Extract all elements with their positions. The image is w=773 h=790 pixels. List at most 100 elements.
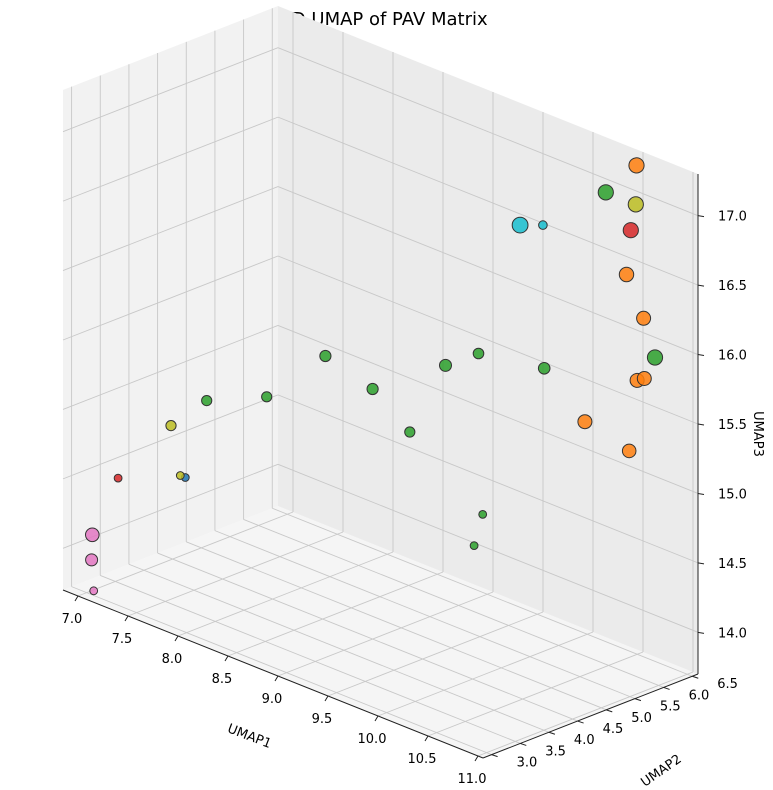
z-tick-mark <box>697 215 705 218</box>
data-point <box>628 157 645 174</box>
data-point <box>618 266 635 283</box>
x-gridline <box>327 611 544 697</box>
x-tick-mark <box>424 735 429 742</box>
data-point <box>366 382 379 396</box>
data-point <box>85 553 99 567</box>
x-tick-label: 8.0 <box>162 652 183 667</box>
y-tick-mark <box>692 675 699 679</box>
y-tick-label: 3.5 <box>545 744 566 759</box>
x-tick-mark <box>74 595 79 602</box>
y-gridline <box>157 552 578 722</box>
x-tick-label: 7.0 <box>62 612 83 627</box>
y-tick-mark <box>548 731 556 735</box>
data-point <box>511 216 529 234</box>
z-tick-mark <box>697 492 705 495</box>
z-gridline <box>62 186 279 271</box>
z-gridline <box>277 186 699 355</box>
data-point <box>175 471 185 480</box>
x-tick-mark <box>374 715 379 722</box>
data-point <box>439 358 452 372</box>
grid-lines <box>62 8 699 757</box>
y-tick-mark <box>491 754 498 758</box>
y-tick-mark <box>520 742 527 746</box>
z-gridline <box>62 394 279 480</box>
data-point <box>636 310 652 326</box>
y-tick-label: 4.0 <box>574 733 595 748</box>
y-gridline <box>100 575 521 744</box>
z-gridline <box>277 255 699 425</box>
data-point <box>469 541 479 550</box>
data-point <box>478 510 488 519</box>
y-tick-mark <box>634 698 642 702</box>
z-gridline <box>277 463 699 633</box>
x-gridline <box>477 671 694 757</box>
x-tick-label: 11.0 <box>458 772 487 787</box>
z-tick-label: 16.0 <box>718 349 747 364</box>
z-tick-label: 15.5 <box>718 418 747 433</box>
data-point <box>636 371 652 386</box>
y-tick-mark <box>606 709 613 713</box>
z-tick-label: 14.5 <box>718 557 747 572</box>
x-tick-label: 9.0 <box>262 692 283 707</box>
x-tick-mark <box>274 675 279 682</box>
axis-panes <box>63 6 698 758</box>
z-tick-mark <box>697 354 705 357</box>
y-gridline <box>272 507 693 677</box>
x-gridline <box>377 631 594 717</box>
x-tick-mark <box>124 615 129 622</box>
z-tick-mark <box>697 423 705 426</box>
x-tick-label: 10.0 <box>358 732 387 747</box>
x-gridline <box>77 511 294 597</box>
data-point <box>261 391 273 403</box>
x-gridline <box>127 531 344 617</box>
z-gridline <box>277 47 699 217</box>
y-tick-mark <box>577 720 584 724</box>
y-tick-label: 5.5 <box>660 700 681 715</box>
y-tick-label: 6.0 <box>689 688 710 703</box>
data-points <box>85 157 664 596</box>
z-tick-label: 16.5 <box>718 279 747 294</box>
y-tick-label: 3.0 <box>517 756 538 771</box>
z-gridline <box>62 47 279 133</box>
y-gridline <box>243 519 664 688</box>
floor-pane <box>63 506 698 758</box>
x-tick-mark <box>224 655 229 662</box>
y-axis-label: UMAP2 <box>638 752 684 790</box>
data-point <box>201 395 213 407</box>
x-tick-label: 10.5 <box>408 752 437 767</box>
data-point <box>89 586 99 596</box>
y-tick-label: 5.0 <box>631 711 652 726</box>
y-tick-mark <box>663 686 670 690</box>
y-gridline <box>71 586 492 756</box>
x-axis-label: UMAP1 <box>225 722 273 752</box>
data-point <box>404 426 416 438</box>
x-tick-label: 9.5 <box>312 712 333 727</box>
tick-labels: 7.0 7.5 8.0 8.5 9.0 9.5 10.0 10.5 11.0 3.0 3.5 4.0 4… <box>62 210 747 787</box>
data-point <box>646 349 664 366</box>
z-gridline <box>277 116 699 286</box>
data-point <box>165 420 177 432</box>
z-gridline <box>62 325 279 410</box>
z-gridline <box>62 116 279 202</box>
x-gridline <box>277 591 494 677</box>
y-tick-label: 4.5 <box>603 722 624 737</box>
z-gridline <box>277 325 699 494</box>
data-point <box>622 222 639 239</box>
z-tick-label: 14.0 <box>718 626 747 641</box>
z-tick-label: 17.0 <box>718 210 747 225</box>
x-gridline <box>427 651 644 737</box>
data-point <box>538 220 548 230</box>
z-tick-mark <box>697 562 705 565</box>
data-point <box>472 347 485 360</box>
y-gridline <box>128 563 550 733</box>
x-tick-mark <box>474 755 479 762</box>
z-tick-mark <box>697 631 705 634</box>
x-gridline <box>227 571 444 657</box>
x-gridline <box>177 551 394 637</box>
x-tick-mark <box>174 635 179 642</box>
z-gridline <box>62 255 279 341</box>
data-point <box>621 443 637 459</box>
data-point <box>319 349 332 363</box>
x-tick-label: 8.5 <box>212 672 233 687</box>
